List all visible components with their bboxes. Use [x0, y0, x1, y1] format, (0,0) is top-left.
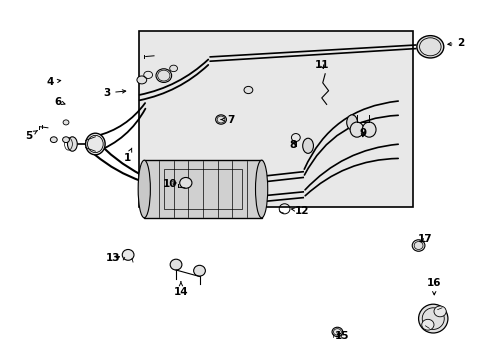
Ellipse shape	[50, 137, 57, 143]
Ellipse shape	[67, 137, 77, 151]
Ellipse shape	[302, 138, 313, 153]
Ellipse shape	[138, 160, 150, 218]
Ellipse shape	[180, 177, 192, 188]
Ellipse shape	[193, 265, 205, 276]
Ellipse shape	[170, 259, 182, 270]
Ellipse shape	[63, 120, 69, 125]
Text: 6: 6	[54, 96, 65, 107]
Ellipse shape	[156, 69, 171, 82]
Ellipse shape	[433, 306, 446, 317]
Bar	[163, 169, 242, 209]
Text: 10: 10	[163, 179, 177, 189]
Text: 11: 11	[314, 60, 328, 70]
Ellipse shape	[122, 249, 134, 260]
Ellipse shape	[346, 115, 357, 130]
Text: 16: 16	[426, 278, 441, 295]
Ellipse shape	[215, 115, 226, 124]
Text: 4: 4	[46, 77, 61, 87]
Ellipse shape	[62, 137, 69, 143]
Text: 17: 17	[417, 234, 432, 244]
Text: 2: 2	[447, 38, 464, 48]
Ellipse shape	[349, 122, 363, 137]
Ellipse shape	[331, 327, 342, 337]
Bar	[139, 31, 412, 207]
Ellipse shape	[418, 304, 447, 333]
Ellipse shape	[411, 240, 424, 251]
Text: 14: 14	[173, 282, 188, 297]
Text: 3: 3	[103, 88, 125, 98]
Text: 15: 15	[334, 330, 349, 341]
Bar	[144, 160, 261, 218]
Ellipse shape	[244, 86, 252, 94]
Text: 12: 12	[291, 206, 309, 216]
Ellipse shape	[137, 76, 146, 84]
Ellipse shape	[421, 319, 433, 330]
Text: 1: 1	[123, 148, 132, 163]
Text: 13: 13	[106, 253, 121, 264]
Text: 8: 8	[289, 140, 296, 150]
Text: 5: 5	[25, 131, 37, 141]
Ellipse shape	[416, 36, 443, 58]
Text: 9: 9	[359, 128, 366, 138]
Ellipse shape	[169, 65, 177, 72]
Ellipse shape	[85, 133, 105, 155]
Text: 7: 7	[221, 114, 234, 125]
Ellipse shape	[255, 160, 267, 218]
Ellipse shape	[362, 122, 375, 137]
